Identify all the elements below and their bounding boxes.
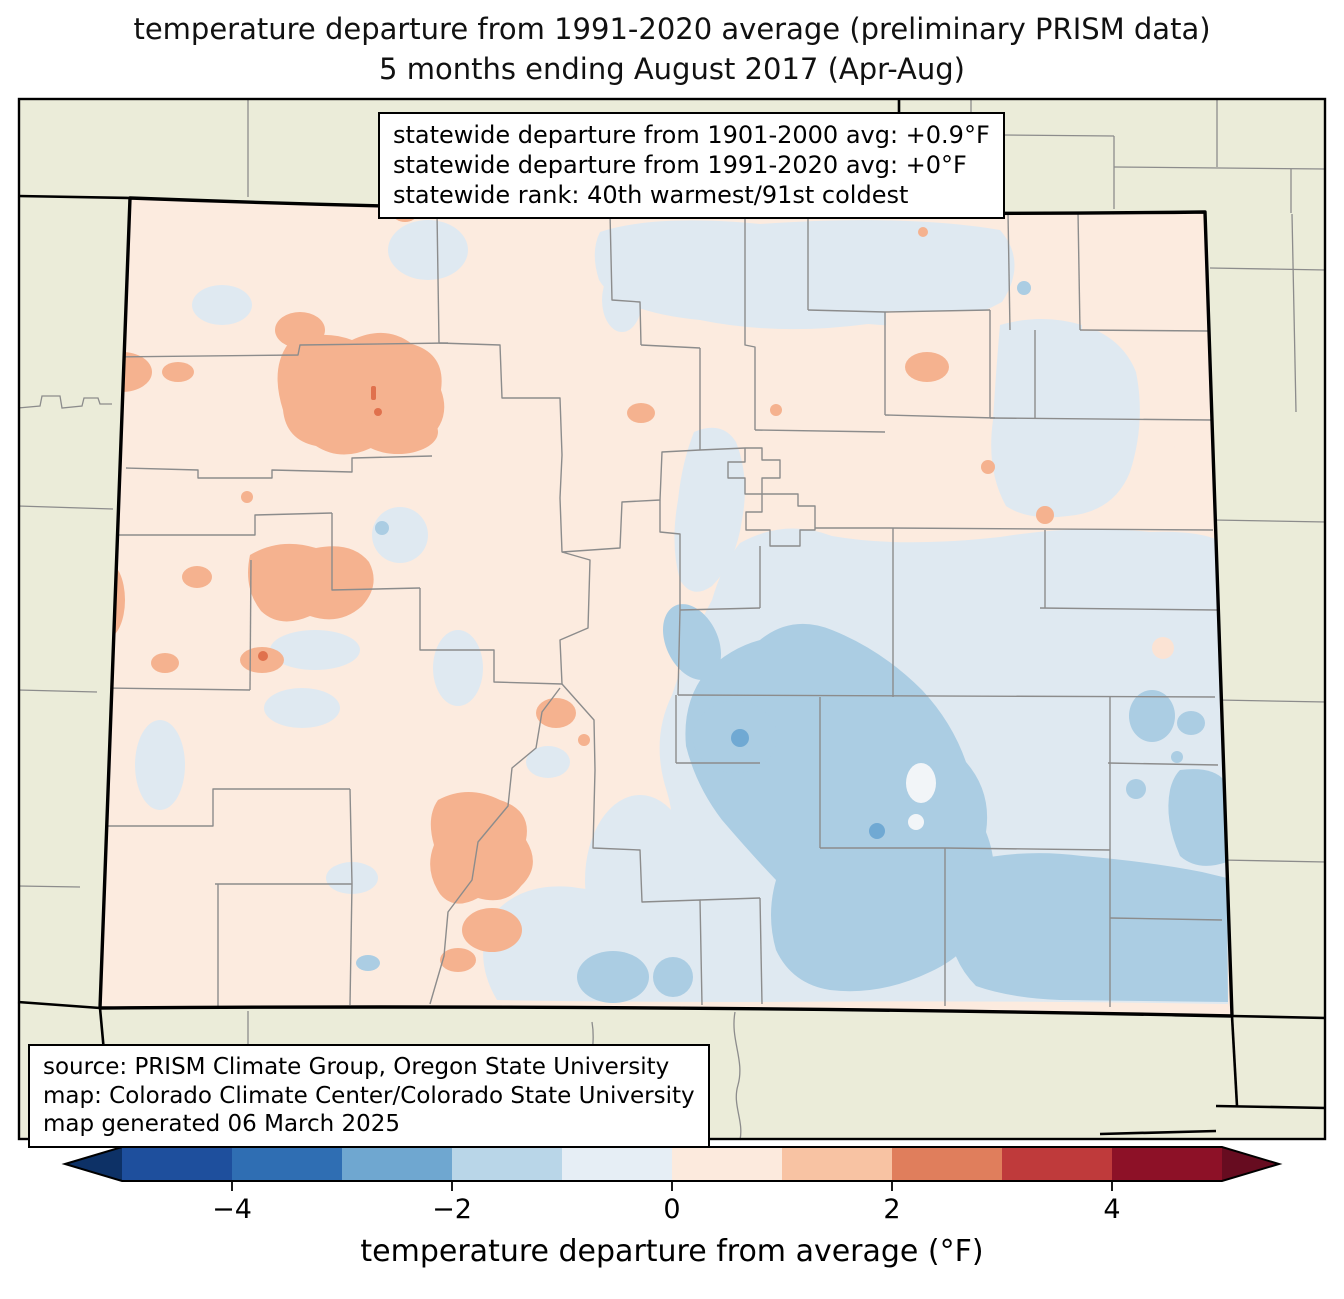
colorbar-segment — [672, 1147, 783, 1181]
colorbar-segment — [1002, 1147, 1113, 1181]
figure-title-line2: 5 months ending August 2017 (Apr-Aug) — [379, 52, 965, 86]
stats-box: statewide departure from 1901-2000 avg: … — [378, 112, 1005, 220]
colorbar-segments — [122, 1147, 1223, 1181]
colorbar-right-arrow — [1222, 1147, 1279, 1181]
source-line-1: source: PRISM Climate Group, Oregon Stat… — [43, 1054, 670, 1080]
colorbar-segment — [232, 1147, 343, 1181]
anomaly-medium-blue — [356, 281, 1228, 1003]
colorbar-segment — [342, 1147, 453, 1181]
county-lines — [100, 211, 1223, 1007]
colorbar-segment — [1112, 1147, 1223, 1181]
anomaly-strong-blue-dots — [731, 729, 885, 839]
colorbar-segment — [452, 1147, 563, 1181]
colorbar-segment — [892, 1147, 1003, 1181]
stats-line-1: statewide departure from 1901-2000 avg: … — [393, 121, 990, 149]
colorbar-tick-label: −2 — [432, 1194, 472, 1225]
anomaly-white-spots — [906, 763, 936, 830]
colorbar-tick-label: 2 — [883, 1194, 901, 1225]
source-box: source: PRISM Climate Group, Oregon Stat… — [28, 1044, 710, 1148]
colorbar-tick-label: −4 — [212, 1194, 252, 1225]
colorbar-segment — [782, 1147, 893, 1181]
source-line-2: map: Colorado Climate Center/Colorado St… — [43, 1082, 695, 1109]
colorbar-left-arrow — [65, 1147, 122, 1181]
source-line-3: map generated 06 March 2025 — [43, 1111, 401, 1138]
anomaly-pale-dot — [1152, 637, 1174, 659]
figure-title-line1: temperature departure from 1991-2020 ave… — [133, 12, 1211, 46]
colorbar-tick-label: 0 — [663, 1194, 681, 1225]
colorbar-tick-marks — [231, 1181, 1113, 1191]
colorbar-segment — [122, 1147, 233, 1181]
colorbar-axis-label: temperature departure from average (°F) — [360, 1234, 984, 1269]
colorbar-segment — [562, 1147, 673, 1181]
anomaly-deep-salmon — [258, 386, 382, 661]
colorbar-tick-label: 4 — [1103, 1194, 1121, 1225]
stats-line-3: statewide rank: 40th warmest/91st coldes… — [393, 180, 909, 209]
stats-line-2: statewide departure from 1991-2020 avg: … — [393, 150, 967, 179]
colorbar — [61, 1146, 1283, 1191]
